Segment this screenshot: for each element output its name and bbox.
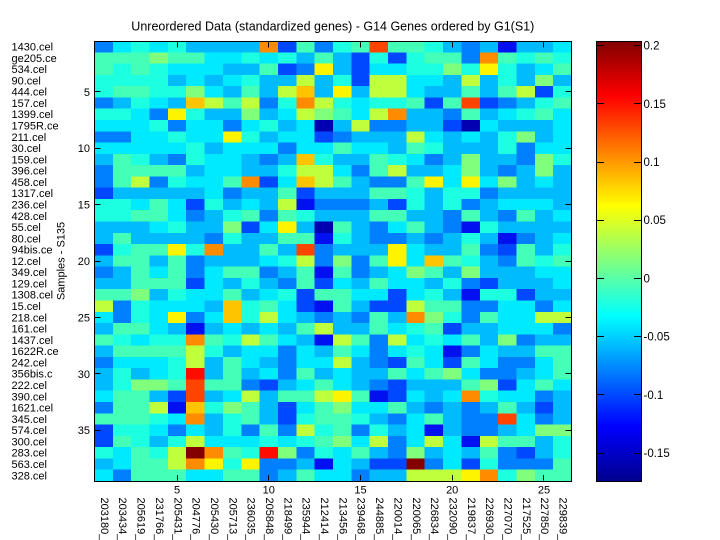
svg-text:300.cel: 300.cel (12, 436, 47, 448)
svg-text:211.cel: 211.cel (12, 132, 47, 144)
svg-text:574.cel: 574.cel (12, 425, 47, 437)
svg-text:80.cel: 80.cel (12, 233, 41, 245)
svg-text:204776_: 204776_ (190, 498, 202, 540)
svg-text:1621.cel: 1621.cel (12, 403, 54, 415)
svg-text:30: 30 (78, 369, 90, 381)
svg-text:5: 5 (84, 87, 90, 99)
svg-text:205848_: 205848_ (263, 498, 275, 540)
svg-text:444.cel: 444.cel (12, 87, 47, 99)
svg-text:345.cel: 345.cel (12, 414, 47, 426)
svg-text:Unreordered Data (standardized: Unreordered Data (standardized genes) - … (131, 20, 534, 34)
svg-text:212414_: 212414_ (318, 498, 330, 540)
svg-text:5: 5 (174, 485, 180, 497)
svg-text:-0.05: -0.05 (644, 332, 670, 344)
svg-text:244885_: 244885_ (373, 498, 385, 540)
svg-text:236035_: 236035_ (245, 498, 257, 540)
svg-text:328.cel: 328.cel (12, 470, 47, 482)
svg-text:203434_: 203434_ (116, 498, 128, 540)
svg-text:349.cel: 349.cel (12, 267, 47, 279)
svg-text:563.cel: 563.cel (12, 459, 47, 471)
svg-text:428.cel: 428.cel (12, 211, 47, 223)
svg-text:236.cel: 236.cel (12, 200, 47, 212)
svg-text:10: 10 (78, 143, 90, 155)
svg-text:1437.cel: 1437.cel (12, 335, 54, 347)
svg-text:35: 35 (78, 425, 90, 437)
svg-text:283.cel: 283.cel (12, 448, 47, 460)
svg-text:231766_: 231766_ (153, 498, 165, 540)
svg-text:218.cel: 218.cel (12, 312, 47, 324)
svg-text:226834_: 226834_ (428, 498, 440, 540)
svg-text:1399.cel: 1399.cel (12, 109, 54, 121)
svg-text:226930_: 226930_ (483, 498, 495, 540)
svg-text:205430_: 205430_ (208, 498, 220, 540)
svg-text:205619_: 205619_ (135, 498, 147, 540)
svg-text:396.cel: 396.cel (12, 166, 47, 178)
svg-text:55.cel: 55.cel (12, 222, 41, 234)
svg-text:205713_: 205713_ (226, 498, 238, 540)
svg-text:227850_: 227850_ (538, 498, 550, 540)
svg-text:220014_: 220014_ (391, 498, 403, 540)
svg-text:Samples - S135: Samples - S135 (56, 222, 68, 300)
svg-text:1795R.ce: 1795R.ce (12, 121, 59, 133)
svg-text:-0.1: -0.1 (644, 390, 664, 402)
svg-text:217525_: 217525_ (520, 498, 532, 540)
svg-text:229839_: 229839_ (557, 498, 569, 540)
svg-text:10: 10 (263, 485, 275, 497)
svg-text:0.05: 0.05 (644, 215, 666, 227)
svg-text:12.cel: 12.cel (12, 256, 41, 268)
svg-text:90.cel: 90.cel (12, 75, 41, 87)
svg-text:157.cel: 157.cel (12, 98, 47, 110)
svg-text:1622R.ce: 1622R.ce (12, 346, 59, 358)
svg-text:458.cel: 458.cel (12, 177, 47, 189)
svg-text:235944_: 235944_ (300, 498, 312, 540)
svg-text:30.cel: 30.cel (12, 143, 41, 155)
svg-text:0: 0 (644, 273, 650, 285)
svg-text:20: 20 (446, 485, 458, 497)
svg-text:15: 15 (354, 485, 366, 497)
svg-text:159.cel: 159.cel (12, 154, 47, 166)
svg-text:1317.cel: 1317.cel (12, 188, 54, 200)
svg-text:94bis.ce: 94bis.ce (12, 245, 53, 257)
svg-text:219837_: 219837_ (465, 498, 477, 540)
svg-text:25: 25 (78, 312, 90, 324)
svg-text:15.cel: 15.cel (12, 301, 41, 313)
svg-text:203180_: 203180_ (98, 498, 110, 540)
svg-text:227070_: 227070_ (502, 498, 514, 540)
svg-text:239468_: 239468_ (355, 498, 367, 540)
svg-text:-0.15: -0.15 (644, 448, 670, 460)
svg-text:ge205.ce: ge205.ce (12, 53, 57, 65)
svg-text:356bis.c: 356bis.c (12, 369, 53, 381)
svg-text:222.cel: 222.cel (12, 380, 47, 392)
svg-text:218499_: 218499_ (281, 498, 293, 540)
svg-text:205431_: 205431_ (171, 498, 183, 540)
svg-text:220065_: 220065_ (410, 498, 422, 540)
svg-text:0.1: 0.1 (644, 157, 660, 169)
svg-text:20: 20 (78, 256, 90, 268)
svg-text:232090_: 232090_ (446, 498, 458, 540)
svg-text:0.15: 0.15 (644, 99, 666, 111)
svg-text:242.cel: 242.cel (12, 357, 47, 369)
svg-text:213456_: 213456_ (336, 498, 348, 540)
svg-text:1308.cel: 1308.cel (12, 290, 54, 302)
svg-text:25: 25 (538, 485, 550, 497)
svg-text:161.cel: 161.cel (12, 324, 47, 336)
svg-text:129.cel: 129.cel (12, 279, 47, 291)
svg-text:390.cel: 390.cel (12, 391, 47, 403)
svg-text:15: 15 (78, 200, 90, 212)
svg-text:1430.cel: 1430.cel (12, 42, 54, 54)
svg-text:534.cel: 534.cel (12, 64, 47, 76)
svg-text:0.2: 0.2 (644, 41, 660, 53)
